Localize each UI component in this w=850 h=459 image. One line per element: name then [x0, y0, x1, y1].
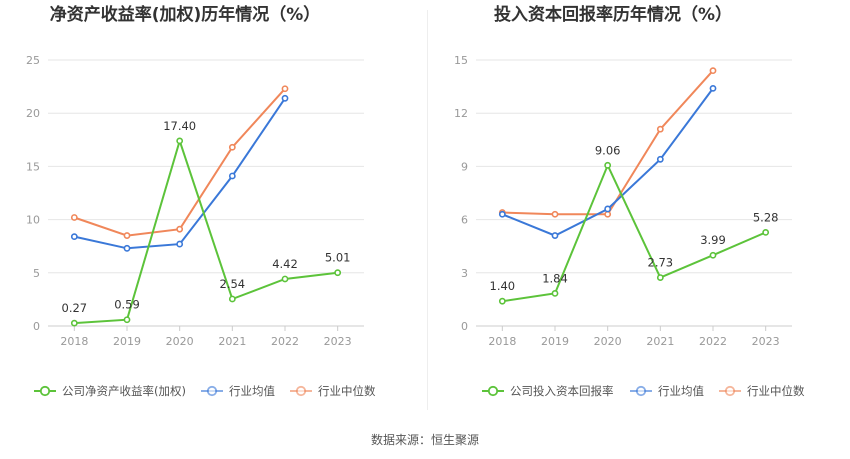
data-point-median: [176, 225, 184, 233]
x-tick-label: 2022: [271, 335, 299, 348]
data-point-company: [281, 275, 289, 283]
data-point-median: [604, 210, 612, 218]
y-tick-label: 12: [454, 107, 468, 120]
legend-marker: [724, 385, 736, 397]
data-point-average: [498, 210, 506, 218]
legend-label: 公司净资产收益率(加权): [62, 384, 186, 398]
data-point-average: [656, 155, 664, 163]
data-point-average: [551, 232, 559, 239]
y-tick-label: 15: [26, 160, 40, 173]
x-tick-label: 2023: [752, 335, 780, 348]
series-line-company: [502, 162, 767, 303]
data-point-average: [176, 240, 184, 248]
y-tick-label: 6: [461, 214, 468, 227]
data-point-median: [656, 125, 664, 133]
data-label: 5.28: [753, 210, 779, 224]
data-point-median: [281, 85, 289, 93]
x-tick-label: 2022: [699, 335, 727, 348]
legend-item-average: 行业均值: [201, 384, 275, 398]
data-point-company: [228, 295, 236, 303]
data-point-average: [70, 233, 78, 241]
data-point-company: [176, 137, 184, 145]
y-tick-label: 3: [461, 267, 468, 280]
x-tick-label: 2021: [646, 335, 674, 348]
x-tick-label: 2019: [541, 335, 569, 348]
legend-label: 行业中位数: [318, 384, 376, 398]
data-label: 1.84: [542, 271, 568, 285]
data-point-average: [228, 172, 236, 180]
legend-label: 行业均值: [658, 384, 704, 398]
legend-marker: [635, 385, 647, 397]
data-point-median: [709, 67, 717, 75]
data-label: 2.73: [648, 256, 674, 270]
legend-label: 行业均值: [229, 384, 275, 398]
legend-item-median: 行业中位数: [719, 384, 805, 398]
legend-marker: [295, 385, 307, 397]
data-label: 9.06: [595, 143, 621, 157]
legend-label: 行业中位数: [747, 384, 805, 398]
data-point-company: [604, 161, 612, 169]
chart-divider: [427, 10, 428, 410]
data-point-company: [498, 297, 506, 305]
data-point-company: [123, 316, 131, 324]
data-point-median: [228, 143, 236, 151]
data-point-company: [70, 319, 78, 327]
x-tick-label: 2018: [488, 335, 516, 348]
legend-marker: [487, 385, 499, 397]
data-label: 1.40: [490, 279, 516, 293]
series-line-median: [73, 88, 286, 237]
x-tick-label: 2019: [113, 335, 141, 348]
data-point-median: [70, 214, 78, 221]
data-label: 5.01: [325, 251, 351, 265]
legend-label: 公司投入资本回报率: [510, 384, 614, 398]
legend-item-company: 公司净资产收益率(加权): [34, 384, 186, 398]
data-point-average: [604, 205, 612, 213]
data-point-company: [762, 228, 770, 236]
y-tick-label: 10: [26, 214, 40, 227]
y-tick-label: 20: [26, 107, 40, 120]
data-point-company: [656, 274, 664, 281]
x-tick-label: 2018: [60, 335, 88, 348]
data-label: 4.42: [272, 257, 298, 271]
roic-chart: 投入资本回报率历年情况（%） 0 3 6 9 12 15 2018 2019 2020 2021 20…: [454, 4, 805, 398]
chart-title: 投入资本回报率历年情况（%）: [494, 4, 732, 25]
data-point-average: [709, 84, 717, 92]
x-tick-label: 2020: [594, 335, 622, 348]
y-tick-label: 25: [26, 54, 40, 67]
legend-marker: [39, 385, 51, 397]
data-point-median: [123, 232, 131, 239]
data-point-company: [709, 251, 717, 259]
data-label: 3.99: [700, 233, 726, 247]
data-point-average: [123, 244, 131, 252]
legend-item-median: 行业中位数: [290, 384, 376, 398]
legend-item-average: 行业均值: [630, 384, 704, 398]
data-source: 数据来源：恒生聚源: [370, 433, 479, 447]
x-tick-label: 2023: [324, 335, 352, 348]
y-tick-label: 15: [454, 54, 468, 67]
data-point-average: [281, 94, 289, 102]
series-line-company: [74, 137, 338, 325]
x-tick-label: 2020: [166, 335, 194, 348]
data-point-company: [551, 289, 559, 297]
chart-title: 净资产收益率(加权)历年情况（%）: [50, 4, 321, 25]
legend-marker: [206, 385, 218, 397]
data-label: 2.54: [220, 277, 246, 291]
y-tick-label: 0: [461, 320, 468, 333]
legend-item-company: 公司投入资本回报率: [482, 384, 614, 398]
data-point-company: [334, 269, 342, 277]
y-tick-label: 5: [33, 267, 40, 280]
data-point-median: [551, 210, 559, 218]
y-tick-label: 9: [461, 160, 468, 173]
y-tick-label: 0: [33, 320, 40, 333]
data-label: 17.40: [163, 119, 196, 133]
data-label: 0.27: [62, 301, 88, 315]
data-label: 0.59: [114, 298, 140, 312]
x-tick-label: 2021: [218, 335, 246, 348]
roe-chart: 净资产收益率(加权)历年情况（%） 0 5 10 15 20 25 2018 2019 2020 2…: [26, 4, 376, 398]
